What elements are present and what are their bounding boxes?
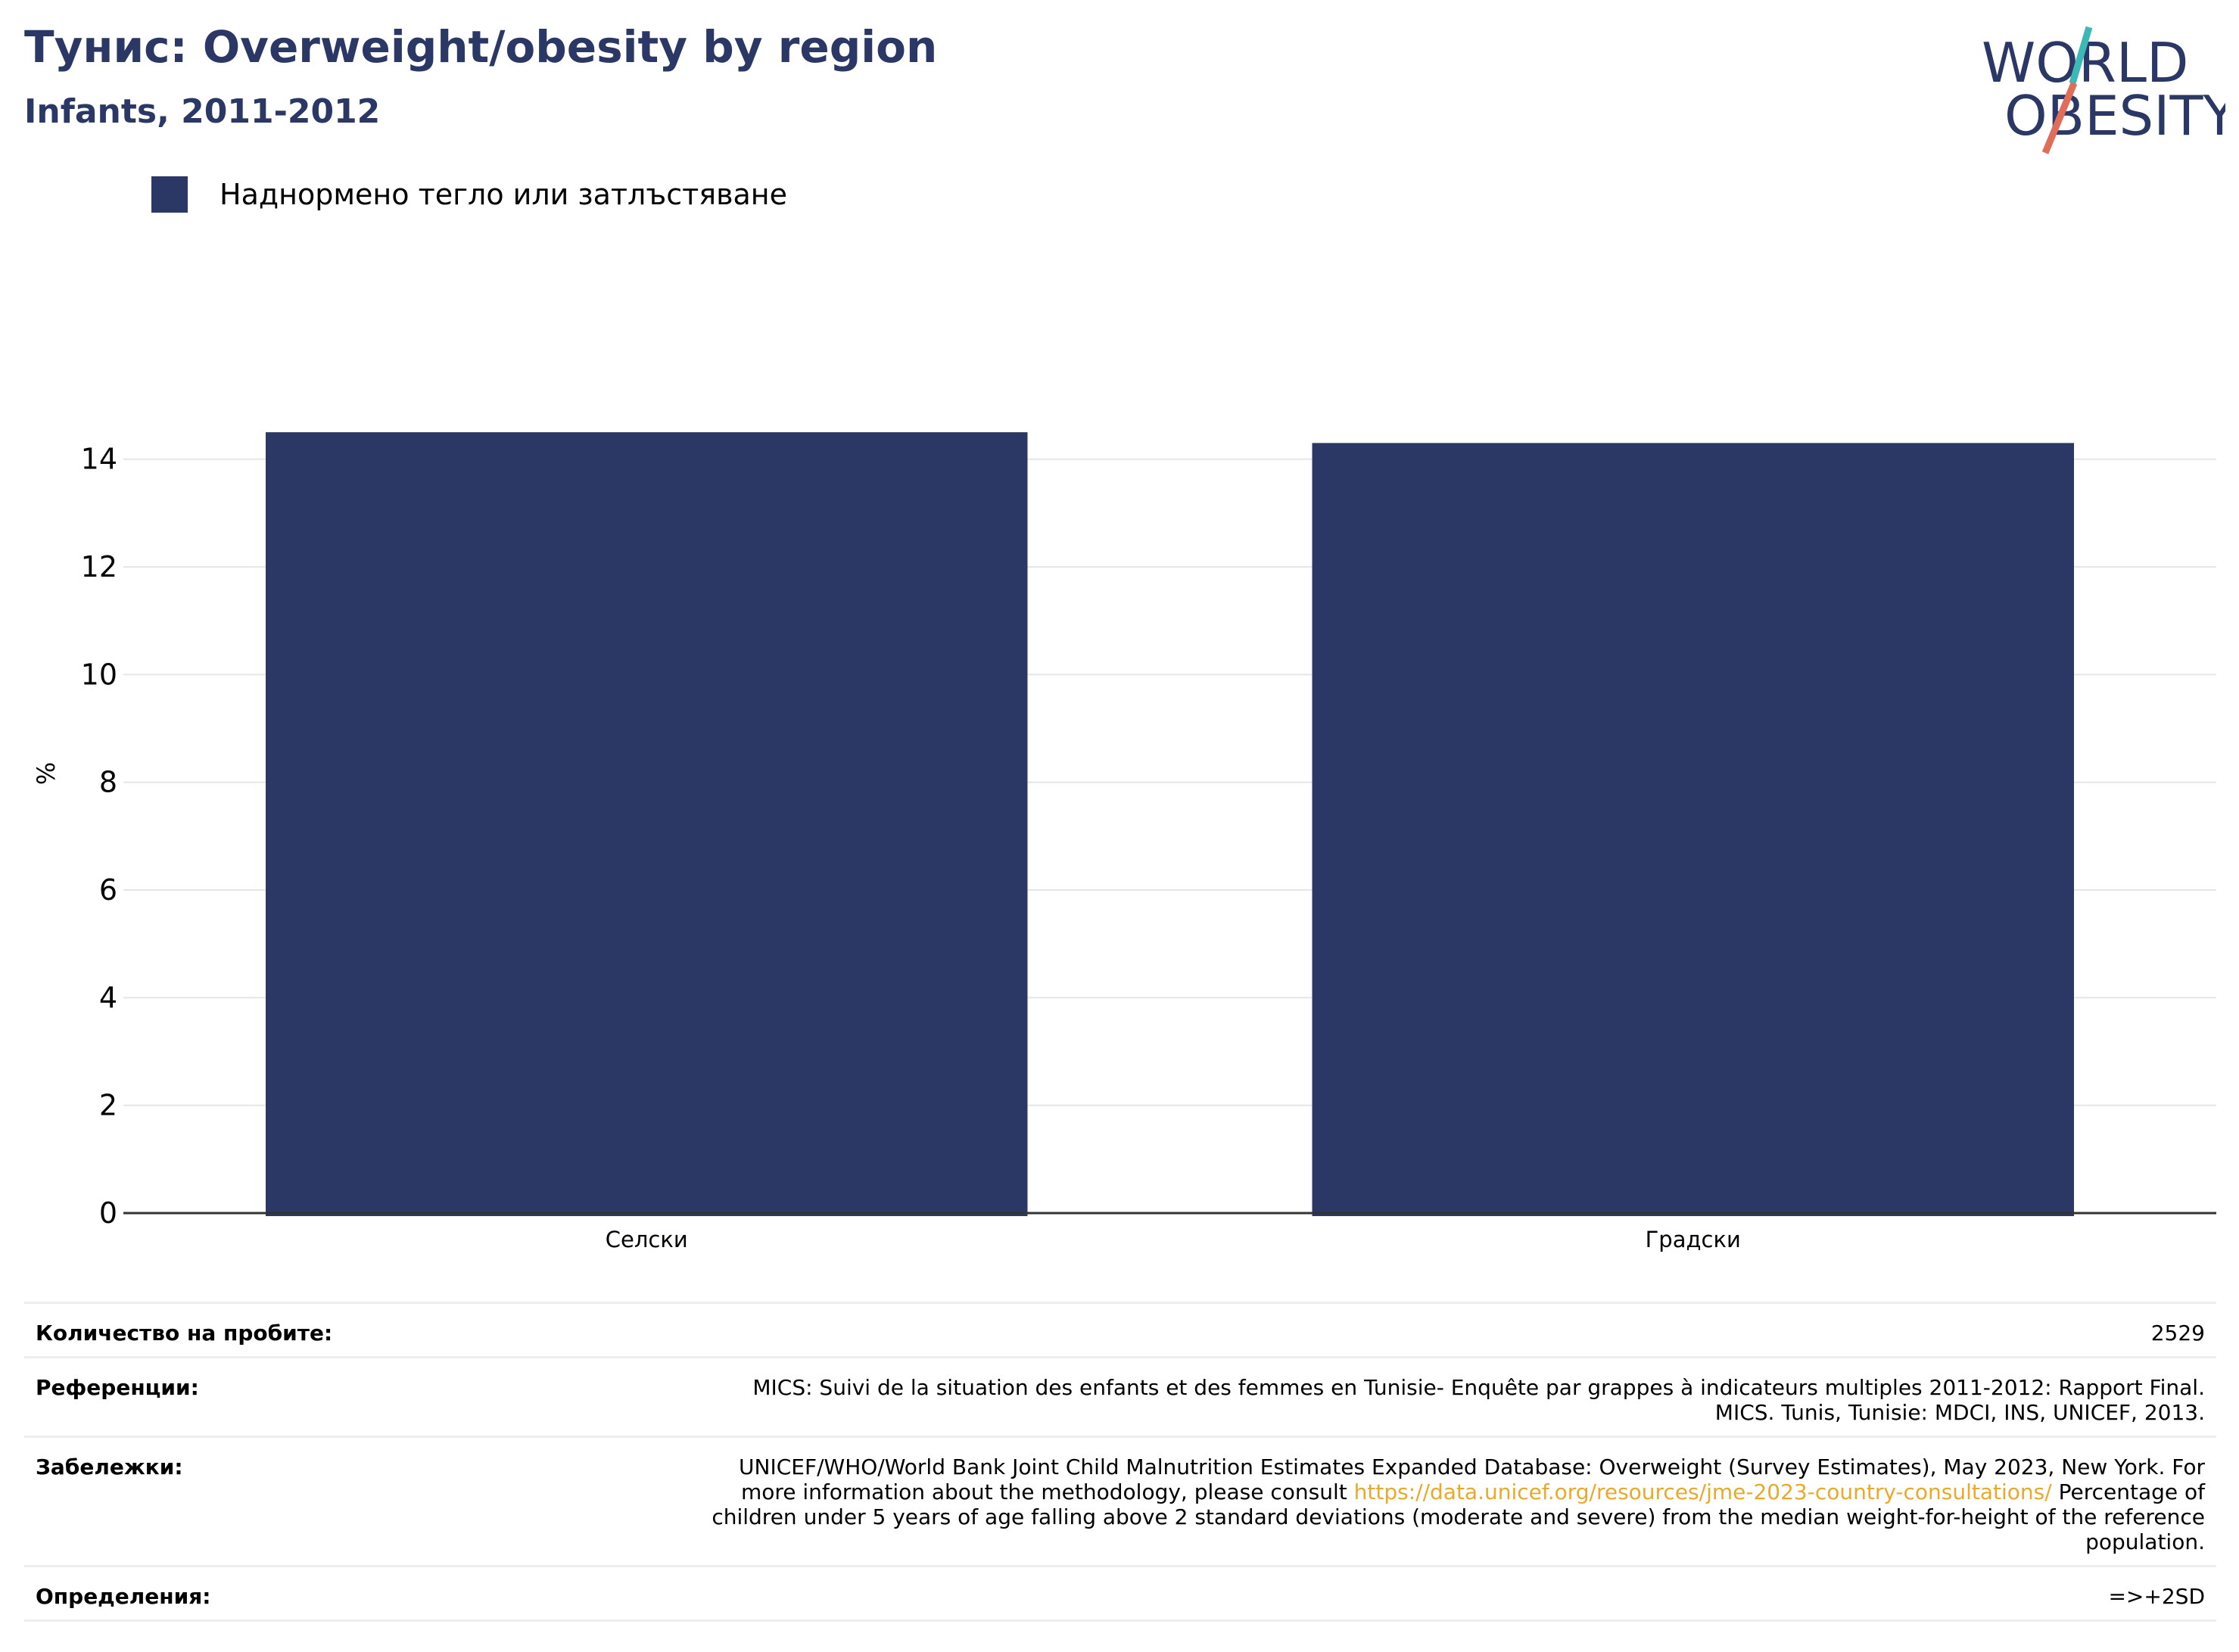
y-tick-label: 6 — [99, 873, 117, 907]
chart-subtitle: Infants, 2011-2012 — [24, 92, 381, 131]
y-tick-label: 0 — [99, 1196, 117, 1230]
legend-swatch — [151, 176, 188, 213]
references-value: MICS: Suivi de la situation des enfants … — [752, 1375, 2205, 1425]
references-label: Референции: — [36, 1375, 199, 1400]
bars — [266, 432, 2074, 1216]
y-tick-label: 14 — [81, 443, 117, 476]
x-tick-label: Градски — [1646, 1227, 1741, 1252]
references-line-2: MICS. Tunis, Tunisie: MDCI, INS, UNICEF,… — [1714, 1400, 2205, 1425]
chart-legend: Наднормено тегло или затлъстяване — [151, 176, 787, 213]
references-line-1: MICS: Suivi de la situation des enfants … — [752, 1375, 2205, 1400]
y-tick-label: 12 — [81, 550, 117, 583]
sample-size-value: 2529 — [2150, 1321, 2205, 1346]
info-row-definitions: Определения: =>+2SD — [24, 1567, 2216, 1622]
notes-line-2-start: more information about the methodology, … — [740, 1479, 1354, 1504]
definitions-label: Определения: — [36, 1584, 211, 1609]
info-row-references: Референции: MICS: Suivi de la situation … — [24, 1358, 2216, 1438]
bar — [1312, 443, 2074, 1216]
y-tick-label: 2 — [99, 1089, 117, 1122]
logo-slash-coral — [2041, 82, 2078, 154]
info-row-notes: Забележки: UNICEF/WHO/World Bank Joint C… — [24, 1438, 2216, 1567]
sample-size-label: Количество на пробите: — [36, 1321, 333, 1346]
notes-line-2-end: Percentage of — [2051, 1479, 2205, 1504]
axes: 0 2 4 6 8 10 12 14 Селски Градски — [81, 443, 2216, 1252]
definitions-value: =>+2SD — [2108, 1584, 2205, 1609]
notes-line-3: children under 5 years of age falling ab… — [712, 1504, 2205, 1529]
bar — [266, 432, 1028, 1216]
y-tick-label: 8 — [99, 766, 117, 799]
info-row-sample-size: Количество на пробите: 2529 — [24, 1304, 2216, 1358]
logo-text-obesity: OBESITY — [2004, 84, 2225, 148]
info-table: Количество на пробите: 2529 Референции: … — [24, 1302, 2216, 1622]
bar-chart: 0 2 4 6 8 10 12 14 Селски Градски % — [32, 432, 2216, 1252]
notes-line-4: population. — [2085, 1529, 2205, 1554]
chart-title: Тунис: Overweight/obesity by region — [24, 21, 938, 73]
notes-value: UNICEF/WHO/World Bank Joint Child Malnut… — [712, 1454, 2205, 1554]
y-tick-label: 4 — [99, 981, 117, 1014]
world-obesity-logo: WORLD OBESITY — [1982, 26, 2225, 154]
notes-line-2: more information about the methodology, … — [712, 1479, 2205, 1504]
y-tick-label: 10 — [81, 658, 117, 691]
methodology-link[interactable]: https://data.unicef.org/resources/jme-20… — [1353, 1479, 2052, 1504]
notes-label: Забележки: — [36, 1454, 183, 1479]
y-axis-label: % — [32, 762, 61, 785]
notes-line-1: UNICEF/WHO/World Bank Joint Child Malnut… — [739, 1454, 2205, 1479]
legend-label: Наднормено тегло или затлъстяване — [220, 178, 787, 211]
x-tick-label: Селски — [606, 1227, 688, 1252]
logo-slash-teal — [2069, 26, 2093, 85]
